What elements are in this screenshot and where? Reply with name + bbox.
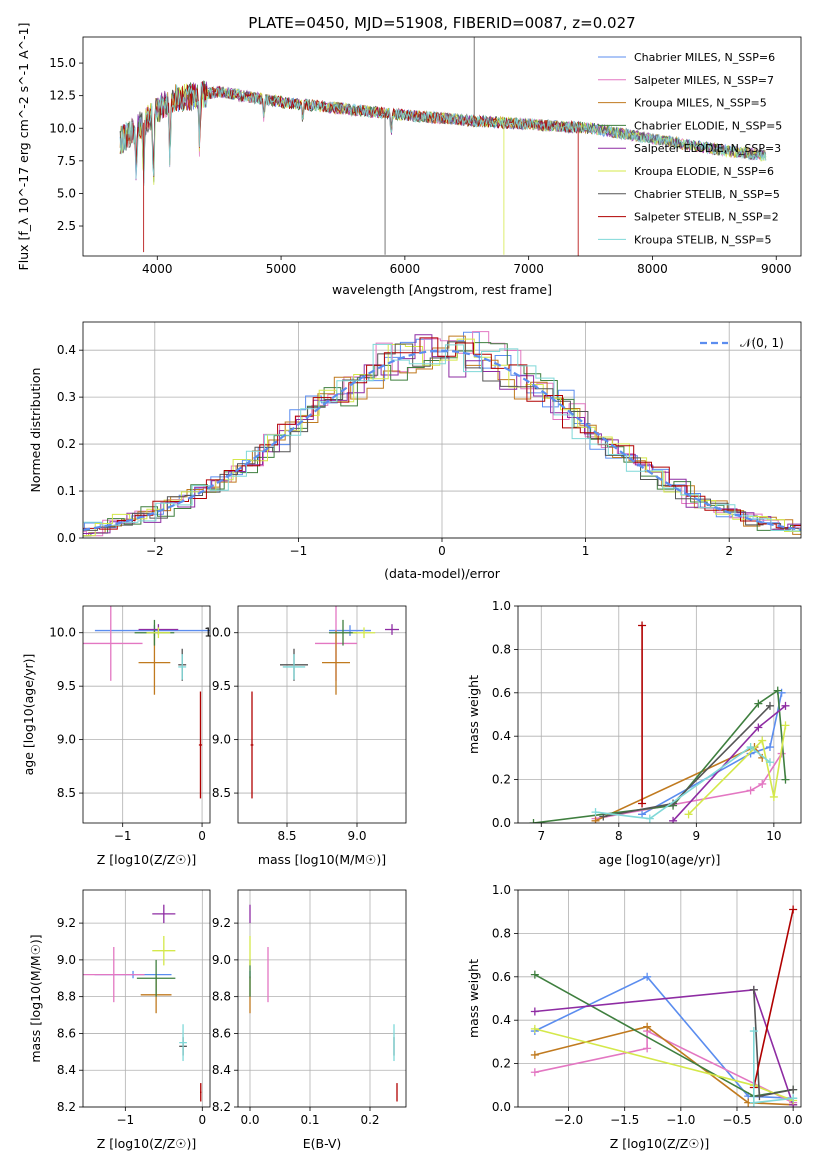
- p4-ytick-label-2: 9.5: [212, 679, 231, 693]
- p2-ytick-label-3: 0.3: [57, 390, 76, 404]
- p5-ytick-label-4: 0.8: [492, 642, 511, 656]
- p1-legend-label-0: Chabrier MILES, N_SSP=6: [634, 51, 775, 64]
- p8-ytick-label-3: 0.6: [492, 970, 511, 984]
- p2-ylabel: Normed distribution: [28, 368, 43, 493]
- p3-ytick-label-2: 9.5: [57, 679, 76, 693]
- p6-xtick-label-0: −1: [116, 1113, 134, 1127]
- p6-ytick-label-0: 8.2: [57, 1100, 76, 1114]
- p1-xtick-label-2: 6000: [390, 262, 421, 276]
- p1-legend-label-2: Kroupa MILES, N_SSP=5: [634, 97, 767, 110]
- p1-ytick-label-5: 15.0: [49, 56, 76, 70]
- p6-ytick-label-3: 8.8: [57, 990, 76, 1004]
- p2-xtick-label-2: 0: [438, 544, 446, 558]
- p7-xtick-label-2: 0.2: [360, 1113, 379, 1127]
- p6-ytick-label-2: 8.6: [57, 1026, 76, 1040]
- p6-ytick-label-4: 9.0: [57, 953, 76, 967]
- p2-xtick-label-0: −2: [146, 544, 164, 558]
- p4-ytick-label-3: 10.0: [204, 626, 231, 640]
- p5-xtick-label-2: 9: [693, 829, 701, 843]
- p6-xlabel: Z [log10(Z/Z☉)]: [97, 1136, 197, 1151]
- p3-xtick-label-1: 0: [198, 829, 206, 843]
- p3-ytick-label-3: 10.0: [49, 626, 76, 640]
- p1-legend-label-3: Chabrier ELODIE, N_SSP=5: [634, 119, 782, 132]
- p5-xtick-label-1: 8: [615, 829, 623, 843]
- p3-ylabel: age [log10(age/yr)]: [21, 654, 36, 776]
- p1-legend-label-6: Chabrier STELIB, N_SSP=5: [634, 188, 780, 201]
- p1-xtick-label-5: 9000: [761, 262, 792, 276]
- p5-ylabel: mass weight: [466, 675, 481, 754]
- p2-xtick-label-4: 2: [725, 544, 733, 558]
- p5-ytick-label-5: 1.0: [492, 599, 511, 613]
- p7-ytick-label-0: 8.2: [212, 1100, 231, 1114]
- p2-xtick-label-3: 1: [582, 544, 590, 558]
- p7-ytick-label-3: 8.8: [212, 990, 231, 1004]
- p4-xlabel: mass [log10(M/M☉)]: [258, 852, 386, 867]
- p4-xtick-label-0: 8.5: [277, 829, 296, 843]
- p2-ytick-label-0: 0.0: [57, 531, 76, 545]
- p3-xtick-label-0: −1: [114, 829, 132, 843]
- p5-xtick-label-3: 10: [766, 829, 781, 843]
- p2-ytick-label-2: 0.2: [57, 437, 76, 451]
- p1-xlabel: wavelength [Angstrom, rest frame]: [332, 282, 552, 297]
- p1-legend-label-1: Salpeter MILES, N_SSP=7: [634, 74, 774, 87]
- p1-xtick-label-3: 7000: [513, 262, 544, 276]
- p7-xlabel: E(B-V): [303, 1136, 342, 1151]
- p8-xtick-label-4: 0.0: [784, 1113, 803, 1127]
- p5-ytick-label-3: 0.6: [492, 686, 511, 700]
- p2-ytick-label-1: 0.1: [57, 484, 76, 498]
- p3-ytick-label-1: 9.0: [57, 733, 76, 747]
- p1-ylabel: Flux [f_λ 10^-17 erg cm^-2 s^-1 A^-1]: [16, 23, 31, 271]
- p2-ytick-label-4: 0.4: [57, 343, 76, 357]
- p5-ytick-label-2: 0.4: [492, 729, 511, 743]
- p5-xtick-label-0: 7: [537, 829, 545, 843]
- p1-xtick-label-1: 5000: [266, 262, 297, 276]
- p1-ytick-label-3: 10.0: [49, 121, 76, 135]
- p8-xtick-label-2: −1.0: [666, 1113, 695, 1127]
- p2-xtick-label-1: −1: [290, 544, 308, 558]
- p4-ytick-label-1: 9.0: [212, 733, 231, 747]
- p6-ytick-label-5: 9.2: [57, 916, 76, 930]
- p4-ytick-label-0: 8.5: [212, 786, 231, 800]
- p1-legend-label-5: Kroupa ELODIE, N_SSP=6: [634, 165, 774, 178]
- p5-ytick-label-1: 0.2: [492, 773, 511, 787]
- p8-ytick-label-0: 0.0: [492, 1100, 511, 1114]
- p1-ytick-label-1: 5.0: [57, 186, 76, 200]
- p1-ytick-label-0: 2.5: [57, 219, 76, 233]
- p8-ylabel: mass weight: [466, 959, 481, 1038]
- p5-xlabel: age [log10(age/yr)]: [599, 852, 721, 867]
- p7-ytick-label-4: 9.0: [212, 953, 231, 967]
- p1-ytick-label-4: 12.5: [49, 89, 76, 103]
- p2-xlabel: (data-model)/error: [384, 566, 501, 581]
- p4-xtick-label-1: 9.0: [347, 829, 366, 843]
- p1-ytick-label-2: 7.5: [57, 154, 76, 168]
- p1-xtick-label-4: 8000: [637, 262, 668, 276]
- p1-xtick-label-0: 4000: [142, 262, 173, 276]
- panel1-title: PLATE=0450, MJD=51908, FIBERID=0087, z=0…: [248, 14, 635, 32]
- p3-ytick-label-0: 8.5: [57, 786, 76, 800]
- p5-ytick-label-0: 0.0: [492, 816, 511, 830]
- p1-legend-label-8: Kroupa STELIB, N_SSP=5: [634, 233, 772, 246]
- p1-legend-label-4: Salpeter ELODIE, N_SSP=3: [634, 142, 781, 155]
- p8-ytick-label-2: 0.4: [492, 1013, 511, 1027]
- p7-xtick-label-0: 0.0: [240, 1113, 259, 1127]
- p6-ylabel: mass [log10(M/M☉)]: [28, 934, 43, 1062]
- p6-xtick-label-1: 0: [198, 1113, 206, 1127]
- p7-ytick-label-1: 8.4: [212, 1063, 231, 1077]
- p6-ytick-label-1: 8.4: [57, 1063, 76, 1077]
- p2-legend-label: 𝒩(0, 1): [740, 336, 784, 350]
- p7-xtick-label-1: 0.1: [300, 1113, 319, 1127]
- p8-xtick-label-0: −2.0: [554, 1113, 583, 1127]
- p7-ytick-label-2: 8.6: [212, 1026, 231, 1040]
- p8-ytick-label-4: 0.8: [492, 926, 511, 940]
- p8-ytick-label-5: 1.0: [492, 883, 511, 897]
- p7-ytick-label-5: 9.2: [212, 916, 231, 930]
- p8-xtick-label-1: −1.5: [610, 1113, 639, 1127]
- p8-ytick-label-1: 0.2: [492, 1057, 511, 1071]
- p8-xlabel: Z [log10(Z/Z☉)]: [610, 1136, 710, 1151]
- p3-xlabel: Z [log10(Z/Z☉)]: [97, 852, 197, 867]
- p8-xtick-label-3: −0.5: [722, 1113, 751, 1127]
- p1-legend-label-7: Salpeter STELIB, N_SSP=2: [634, 211, 779, 224]
